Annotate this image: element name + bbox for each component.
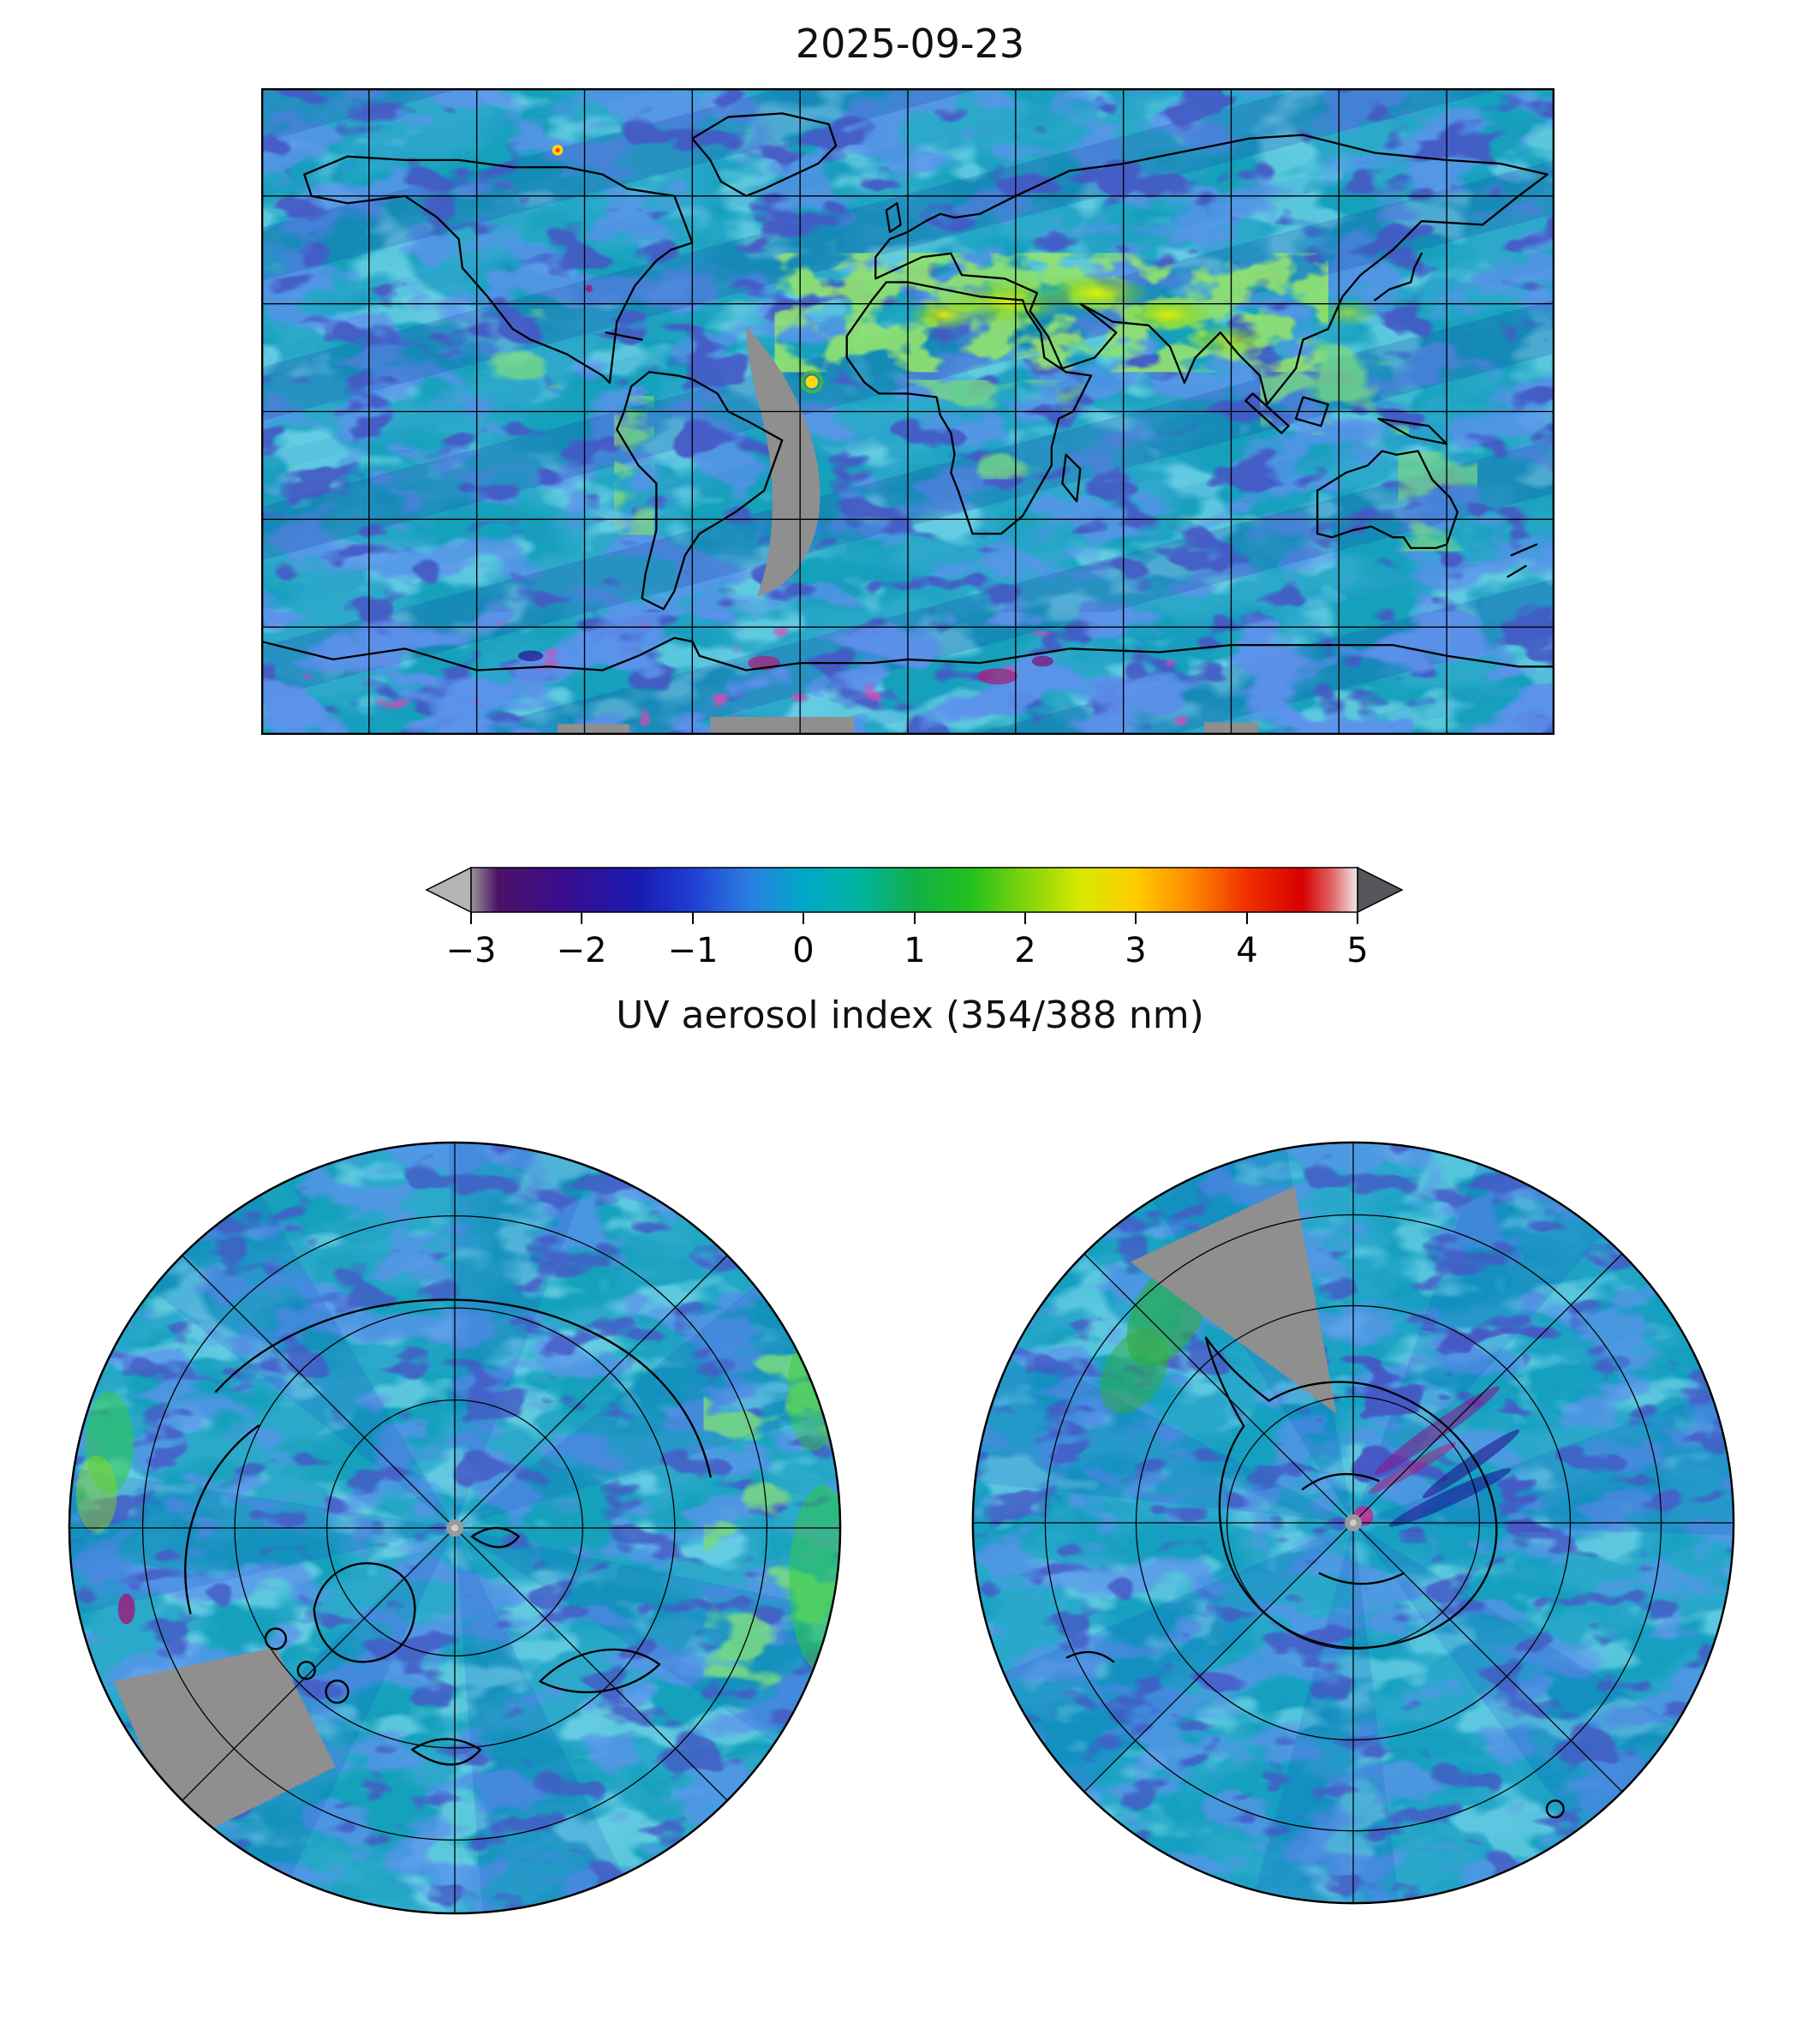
coast-cuba [605, 331, 643, 341]
south-polar-raster [972, 1142, 1734, 1904]
no-data-regions [558, 325, 1258, 735]
coast-sumatra [1244, 392, 1290, 434]
coast-africa [845, 281, 1093, 535]
north-coastlines [184, 1298, 712, 1766]
antarctic-low-values [332, 627, 1160, 722]
coast-madagascar [1061, 453, 1082, 503]
colorbar-under-arrow [425, 866, 472, 914]
map-border [261, 88, 1554, 735]
tick-label: 1 [904, 931, 925, 970]
tick-label: −1 [668, 931, 719, 970]
tick-label: −2 [557, 931, 607, 970]
south-polar-rim [971, 1141, 1735, 1905]
tick-label: 5 [1346, 931, 1368, 970]
colorbar-tick-labels: −3 −2 −1 0 1 2 3 4 5 [446, 931, 1369, 970]
north-pole-hole-center [451, 1525, 458, 1531]
south-pole-hole-center [1350, 1519, 1357, 1526]
graticule [261, 88, 1554, 735]
colorbar-gradient-bar [470, 867, 1358, 913]
global-map-panel [261, 88, 1554, 735]
north-polar-raster [69, 1142, 841, 1914]
colorbar-label: UV aerosol index (354/388 nm) [616, 994, 1204, 1037]
colorbar: −3 −2 −1 0 1 2 3 4 5 [425, 866, 1404, 970]
south-polar-panel [971, 1141, 1735, 1905]
tick-label: 0 [792, 931, 814, 970]
colorbar-ticks [470, 912, 1358, 924]
north-magenta-speck [117, 1593, 135, 1625]
tick-label: −3 [446, 931, 497, 970]
south-magenta-streaks [1353, 1386, 1520, 1527]
coast-new-zealand [1507, 543, 1538, 578]
coast-uk [885, 202, 902, 233]
tick-label: 3 [1125, 931, 1146, 970]
coast-eurasia [874, 134, 1548, 406]
figure-title: 2025-09-23 [795, 21, 1025, 67]
south-no-data-wedge [1130, 1185, 1337, 1414]
coast-japan [1374, 252, 1423, 301]
colorbar-over-arrow [1357, 866, 1404, 914]
aerosol-hotspots [552, 145, 824, 394]
tick-label: 4 [1236, 931, 1257, 970]
aerosol-green-band [486, 259, 1474, 546]
tick-label: 2 [1014, 931, 1035, 970]
coast-north-america [303, 155, 694, 385]
south-coastlines [1065, 1336, 1637, 1870]
north-polar-rim [68, 1141, 842, 1915]
north-polar-panel [68, 1141, 842, 1915]
